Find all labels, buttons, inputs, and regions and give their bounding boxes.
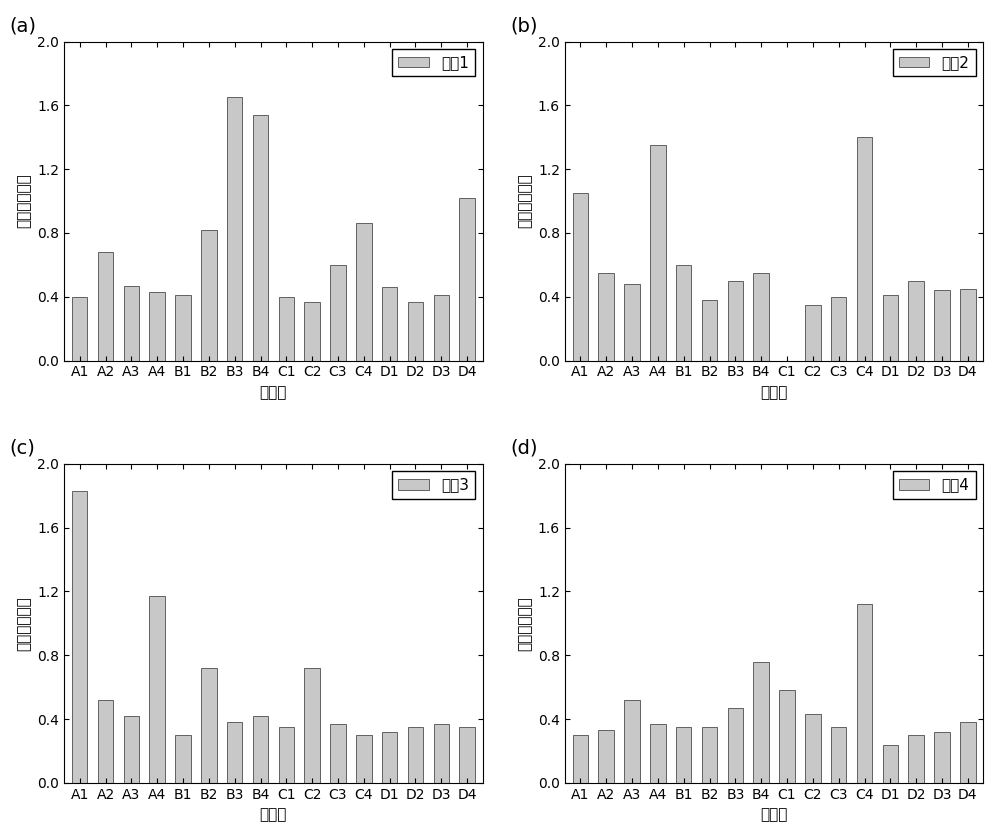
Bar — [624, 700, 640, 783]
Bar — [227, 97, 242, 361]
Bar — [650, 724, 666, 783]
Legend: 工况1: 工况1 — [392, 50, 475, 76]
Bar — [676, 727, 691, 783]
Bar — [98, 700, 113, 783]
Text: (d): (d) — [511, 439, 538, 457]
Bar — [330, 265, 346, 361]
Text: (c): (c) — [10, 439, 36, 457]
Bar — [434, 724, 449, 783]
Bar — [805, 714, 821, 783]
Bar — [908, 735, 924, 783]
Bar — [624, 284, 640, 361]
Bar — [459, 727, 475, 783]
Bar — [98, 253, 113, 361]
Bar — [857, 604, 872, 783]
Text: (b): (b) — [511, 16, 538, 35]
Bar — [175, 295, 191, 361]
Bar — [227, 722, 242, 783]
Bar — [805, 305, 821, 361]
Bar — [459, 198, 475, 361]
Bar — [831, 297, 846, 361]
X-axis label: 实施例: 实施例 — [260, 807, 287, 822]
Bar — [598, 730, 614, 783]
Bar — [124, 285, 139, 361]
Bar — [201, 230, 217, 361]
Bar — [573, 193, 588, 361]
Bar — [598, 273, 614, 361]
Legend: 工况4: 工况4 — [893, 472, 976, 498]
Bar — [175, 735, 191, 783]
Y-axis label: 平均摩擦系数: 平均摩擦系数 — [517, 596, 532, 651]
Bar — [702, 300, 717, 361]
Bar — [728, 281, 743, 361]
Bar — [304, 301, 320, 361]
Bar — [382, 732, 397, 783]
Bar — [279, 297, 294, 361]
Bar — [253, 716, 268, 783]
Bar — [960, 722, 976, 783]
Bar — [883, 745, 898, 783]
Bar — [330, 724, 346, 783]
Bar — [382, 287, 397, 361]
Bar — [356, 223, 372, 361]
Bar — [408, 727, 423, 783]
Legend: 工况2: 工况2 — [893, 50, 976, 76]
Y-axis label: 平均摩擦系数: 平均摩擦系数 — [17, 596, 32, 651]
Bar — [676, 265, 691, 361]
Bar — [857, 138, 872, 361]
Bar — [728, 708, 743, 783]
Bar — [960, 289, 976, 361]
Bar — [753, 662, 769, 783]
Bar — [934, 290, 950, 361]
Bar — [883, 295, 898, 361]
Legend: 工况3: 工况3 — [392, 472, 475, 498]
Bar — [149, 597, 165, 783]
Y-axis label: 平均摩擦系数: 平均摩擦系数 — [517, 174, 532, 228]
Bar — [702, 727, 717, 783]
Bar — [408, 301, 423, 361]
Bar — [72, 297, 87, 361]
Bar — [831, 727, 846, 783]
Bar — [124, 716, 139, 783]
Text: (a): (a) — [10, 16, 37, 35]
Bar — [908, 281, 924, 361]
Bar — [779, 690, 795, 783]
Bar — [304, 668, 320, 783]
X-axis label: 实施例: 实施例 — [760, 807, 788, 822]
Bar — [72, 491, 87, 783]
Bar — [149, 292, 165, 361]
Bar — [573, 735, 588, 783]
Bar — [279, 727, 294, 783]
Bar — [934, 732, 950, 783]
Bar — [434, 295, 449, 361]
Y-axis label: 平均摩擦系数: 平均摩擦系数 — [17, 174, 32, 228]
Bar — [356, 735, 372, 783]
Bar — [253, 115, 268, 361]
Bar — [650, 145, 666, 361]
Bar — [201, 668, 217, 783]
X-axis label: 实施例: 实施例 — [260, 385, 287, 400]
Bar — [753, 273, 769, 361]
X-axis label: 实施例: 实施例 — [760, 385, 788, 400]
